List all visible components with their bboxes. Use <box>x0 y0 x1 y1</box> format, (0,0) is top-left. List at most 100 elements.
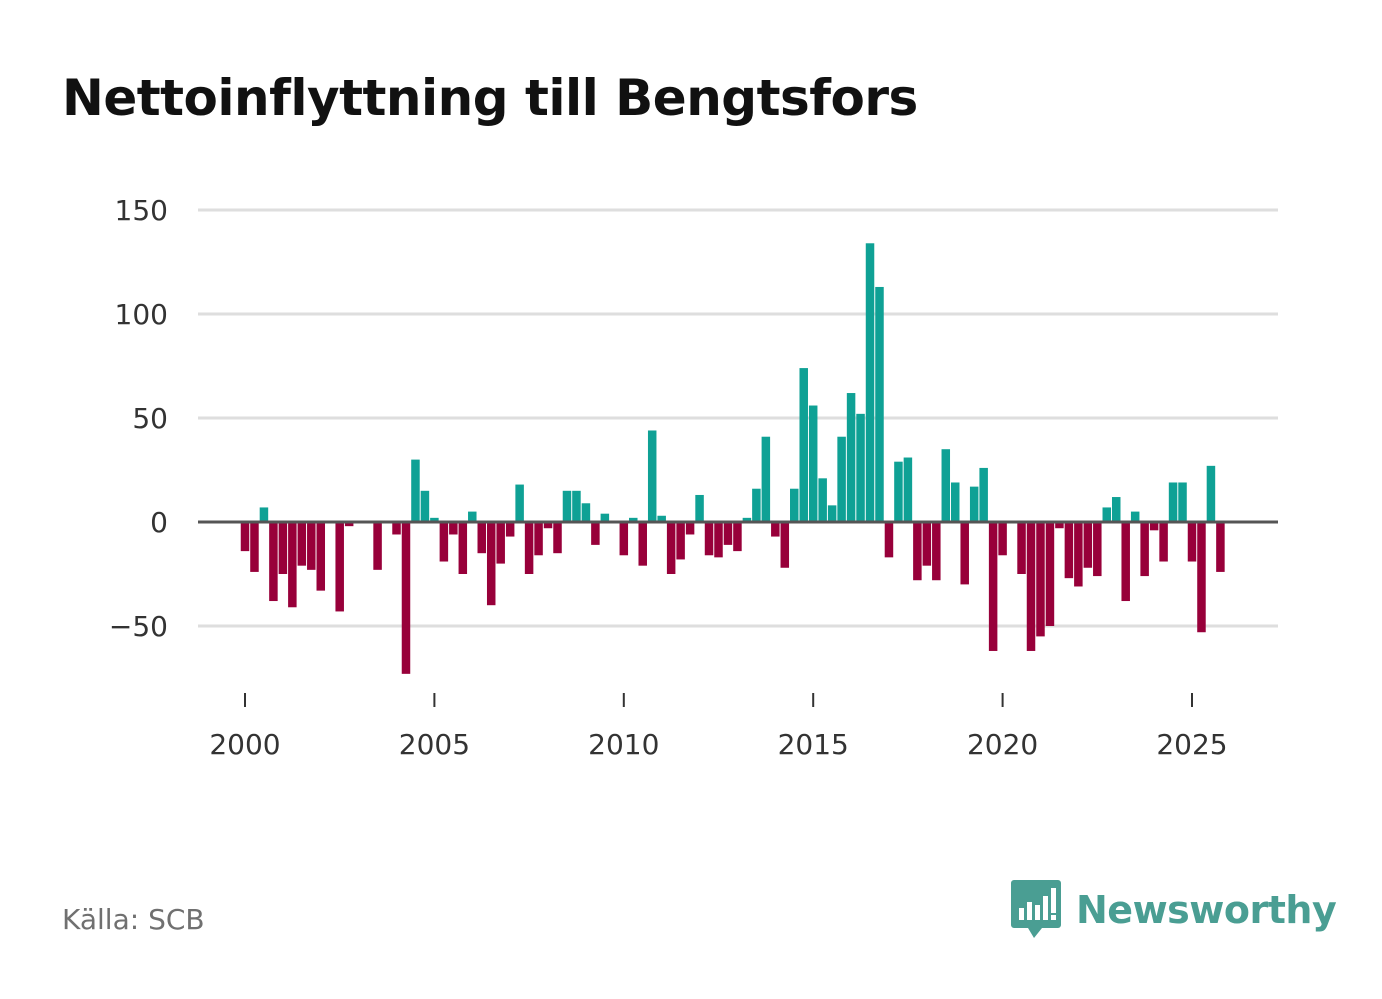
bar <box>269 522 278 602</box>
bar <box>307 522 316 570</box>
bar <box>562 490 572 522</box>
x-tick-label: 2005 <box>399 728 470 761</box>
bar <box>392 522 401 535</box>
bar <box>1216 522 1225 572</box>
x-tick-label: 2025 <box>1156 728 1227 761</box>
bar <box>496 522 505 564</box>
bar <box>278 522 288 574</box>
grid-lines <box>198 208 1278 628</box>
bar <box>818 478 827 522</box>
bar <box>344 522 354 527</box>
bar <box>581 503 591 522</box>
bar <box>468 511 477 522</box>
bar <box>439 522 449 562</box>
bars <box>240 243 1225 674</box>
bar <box>572 490 581 522</box>
y-axis-tick-labels: 150 100 50 0 −50 <box>109 194 168 643</box>
bar <box>250 522 259 572</box>
bar <box>477 522 486 554</box>
bar <box>1074 522 1083 587</box>
bar <box>1121 522 1130 602</box>
bar <box>884 522 894 558</box>
bar-chart: 150 100 50 0 −50 2000 2005 2010 2015 2020 2025 <box>109 194 1278 761</box>
bar <box>988 522 998 651</box>
brand-name: Newsworthy <box>1076 888 1337 932</box>
bar <box>723 522 733 545</box>
bar <box>1111 497 1121 522</box>
chart-title: Nettoinflyttning till Bengtsfors <box>62 69 918 127</box>
newsworthy-logo-icon <box>1011 880 1061 938</box>
bar <box>543 522 553 529</box>
bar <box>373 522 382 570</box>
bar <box>591 522 600 545</box>
bar <box>657 515 666 522</box>
bar <box>638 522 647 566</box>
bar <box>259 507 269 522</box>
bar <box>647 430 657 522</box>
bar <box>685 522 695 535</box>
bar <box>420 490 430 522</box>
y-tick-label: −50 <box>109 610 168 643</box>
bar <box>430 517 439 522</box>
bar <box>1159 522 1168 562</box>
bar <box>865 243 875 522</box>
bar <box>969 486 979 522</box>
bar <box>932 522 941 581</box>
bar <box>1168 482 1178 522</box>
bar <box>486 522 496 606</box>
bar <box>979 467 988 522</box>
bar <box>666 522 676 574</box>
bar <box>1026 522 1036 651</box>
bar <box>875 286 884 522</box>
bar <box>411 459 420 522</box>
bar <box>1187 522 1197 562</box>
bar <box>600 513 610 522</box>
bar <box>761 436 771 522</box>
bar <box>515 484 524 522</box>
x-tick-label: 2000 <box>209 728 280 761</box>
bar <box>799 368 808 522</box>
bar <box>1197 522 1206 633</box>
bar <box>922 522 932 566</box>
bar <box>827 505 837 522</box>
bar <box>524 522 534 574</box>
source-label: Källa: SCB <box>62 903 205 936</box>
bar <box>553 522 562 554</box>
bar <box>1036 522 1045 637</box>
bar <box>1149 522 1159 531</box>
y-tick-label: 50 <box>132 402 168 435</box>
bar <box>1045 522 1055 626</box>
bar <box>704 522 714 556</box>
bar <box>505 522 515 537</box>
bar <box>894 461 903 522</box>
bar <box>676 522 685 560</box>
bar <box>534 522 543 556</box>
x-tick-label: 2020 <box>967 728 1038 761</box>
bar <box>808 405 818 522</box>
bar <box>401 522 411 674</box>
bar <box>1102 507 1112 522</box>
bar <box>1064 522 1074 579</box>
bar <box>998 522 1007 556</box>
bar <box>913 522 922 581</box>
bar <box>960 522 969 585</box>
bar <box>733 522 742 552</box>
y-tick-label: 100 <box>115 298 168 331</box>
bar <box>837 436 846 522</box>
bar <box>458 522 468 574</box>
bar <box>335 522 344 612</box>
bar <box>449 522 458 535</box>
bar <box>695 494 704 522</box>
bar <box>752 488 761 522</box>
bar <box>1178 482 1187 522</box>
x-tick-label: 2010 <box>588 728 659 761</box>
bar <box>903 457 913 522</box>
bar <box>1055 522 1064 529</box>
bar <box>1083 522 1093 568</box>
newsworthy-brand: Newsworthy <box>1010 878 1337 942</box>
bar <box>619 522 629 556</box>
bar <box>941 449 951 522</box>
x-tick-label: 2015 <box>778 728 849 761</box>
bar <box>1140 522 1149 577</box>
bar <box>240 522 250 552</box>
